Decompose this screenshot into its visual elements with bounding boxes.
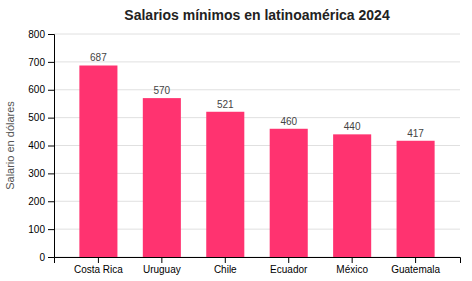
y-axis: 0 100 200 300 400 500 600 700 800	[28, 29, 54, 263]
x-tick-label: Uruguay	[143, 264, 181, 275]
data-label: 521	[217, 99, 234, 110]
y-tick-label: 200	[28, 196, 45, 207]
x-tick-label: Chile	[214, 264, 237, 275]
x-tick-mark	[415, 257, 416, 263]
bars	[79, 65, 434, 257]
y-tick-mark	[48, 146, 54, 147]
y-tick: 0	[39, 252, 54, 263]
x-tick-mark	[288, 257, 289, 263]
x-tick-label: Ecuador	[270, 264, 308, 275]
y-tick-label: 0	[39, 252, 45, 263]
y-tick: 200	[28, 196, 54, 207]
y-tick-mark	[48, 229, 54, 230]
y-tick: 700	[28, 57, 54, 68]
chart: 687 570 521 460 440 417 0 100 200 300 400 500 600 700…	[0, 0, 472, 281]
y-tick-label: 400	[28, 140, 45, 151]
data-label: 687	[90, 52, 107, 63]
x-tick: Guatemala	[391, 257, 440, 275]
bar	[206, 112, 244, 257]
y-tick: 600	[28, 84, 54, 95]
x-axis: Costa Rica Uruguay Chile Ecuador México Guate…	[55, 257, 461, 275]
y-tick-mark	[48, 90, 54, 91]
y-tick-mark	[48, 257, 54, 258]
x-tick-mark	[98, 257, 99, 263]
y-tick-mark	[48, 62, 54, 63]
x-tick-label: México	[336, 264, 368, 275]
x-tick: México	[336, 257, 368, 275]
bar	[79, 65, 117, 257]
data-label: 440	[344, 121, 361, 132]
y-tick-mark	[48, 118, 54, 119]
y-axis-line	[48, 35, 55, 258]
x-tick-label: Guatemala	[391, 264, 440, 275]
y-tick-label: 600	[28, 84, 45, 95]
y-axis-title: Salario en dólares	[4, 101, 16, 190]
x-tick: Uruguay	[143, 257, 181, 275]
y-tick-label: 100	[28, 224, 45, 235]
bar	[397, 141, 435, 257]
title: Salarios mínimos en latinoamérica 2024	[124, 7, 390, 23]
y-tick-label: 800	[28, 29, 45, 40]
y-tick-mark	[48, 201, 54, 202]
y-tick-label: 300	[28, 168, 45, 179]
y-tick: 100	[28, 224, 54, 235]
grid-line	[54, 34, 460, 35]
bar	[143, 98, 181, 257]
x-tick: Chile	[214, 257, 237, 275]
data-label: 417	[407, 128, 424, 139]
x-tick: Costa Rica	[74, 257, 123, 275]
data-labels: 687 570 521 460 440 417	[90, 52, 424, 138]
data-label: 570	[154, 85, 171, 96]
y-tick-label: 700	[28, 57, 45, 68]
x-tick-label: Costa Rica	[74, 264, 123, 275]
y-tick-mark	[48, 173, 54, 174]
y-tick-mark	[48, 34, 54, 35]
y-tick: 300	[28, 168, 54, 179]
grid	[54, 34, 460, 257]
y-tick-label: 500	[28, 112, 45, 123]
x-tick: Ecuador	[270, 257, 308, 275]
data-label: 460	[280, 116, 297, 127]
x-axis-line	[55, 258, 461, 264]
grid-line	[54, 61, 460, 62]
bar	[333, 134, 371, 257]
chart-container: 687 570 521 460 440 417 0 100 200 300 400 500 600 700…	[0, 0, 472, 281]
y-tick: 500	[28, 112, 54, 123]
x-tick-mark	[352, 257, 353, 263]
y-tick: 400	[28, 140, 54, 151]
y-tick: 800	[28, 29, 54, 40]
x-tick-mark	[161, 257, 162, 263]
bar	[270, 129, 308, 257]
x-tick-mark	[225, 257, 226, 263]
